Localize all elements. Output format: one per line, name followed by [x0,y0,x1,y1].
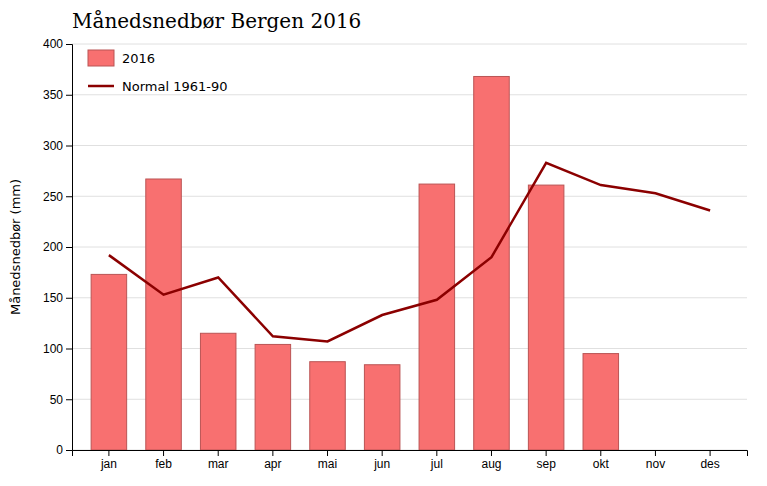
x-axis: jan feb mar apr mai jun jul aug sep okt nov des [73,450,748,471]
x-tick-mark [327,450,328,456]
x-tick-mark [218,450,219,456]
plot: 050100150200250300350400janfebmaraprmaij… [43,37,748,470]
legend-label: 2016 [122,51,155,66]
grid-line [72,44,747,45]
x-tick-label: jan [100,457,117,471]
legend-item: Normal 1961-90 [88,79,228,94]
x-tick-label: jul [430,457,443,471]
x-tick: jun [373,450,390,471]
title: Månedsnedbør Bergen 2016 [72,9,361,33]
grid-line [72,145,747,146]
x-tick: mai [318,450,337,471]
grid-line [72,94,747,95]
x-tick: sep [536,450,556,471]
y-tick: 250 [43,190,72,204]
y-tick-label: 250 [43,190,63,204]
bar [255,344,291,450]
bar [638,450,674,451]
bar [528,185,564,450]
bar [200,333,236,450]
y-tick: 50 [50,393,72,407]
x-tick-mark [436,450,437,456]
y-tick-label: 200 [43,240,63,254]
x-tick: nov [646,450,665,471]
bar [310,362,346,450]
bar [474,76,510,450]
x-tick-mark [600,450,601,456]
x-tick-mark [108,450,109,456]
y-tick-label: 150 [43,291,63,305]
x-tick-label: feb [155,457,172,471]
y-tick: 300 [43,139,72,153]
chart: 050100150200250300350400janfebmaraprmaij… [0,0,767,486]
y-tick-mark [66,298,72,299]
x-tick-label: mai [318,457,337,471]
x-tick-label: des [700,457,719,471]
y-tick-label: 400 [43,37,63,51]
x-tick-label: jun [373,457,390,471]
y-tick: 350 [43,88,72,102]
line [109,163,710,342]
y-tick-label: 350 [43,88,63,102]
y-tick-mark [66,196,72,197]
legend-swatch [88,50,114,66]
x-tick-label: apr [264,457,281,471]
x-tick: des [700,450,719,471]
y-tick-mark [66,146,72,147]
y-tick: 100 [43,342,72,356]
x-tick: apr [264,450,281,471]
x-tick: okt [593,450,610,471]
x-tick-mark [710,450,711,456]
legend: 2016 Normal 1961-90 [88,50,228,94]
x-tick-mark [491,450,492,456]
bar [91,274,127,450]
x-tick-label: nov [646,457,665,471]
x-tick-mark [382,450,383,456]
legend-item: 2016 [88,50,155,66]
y-tick: 200 [43,240,72,254]
y-tick-mark [66,349,72,350]
x-tick-label: sep [536,457,556,471]
bar [692,450,728,451]
bar [364,365,400,450]
legend-label: Normal 1961-90 [122,79,228,94]
x-tick-label: mar [208,457,229,471]
x-tick: feb [155,450,172,471]
x-tick-mark [163,450,164,456]
x-tick-mark [272,450,273,456]
y-tick: 0 [56,443,72,457]
bar-series [91,76,618,450]
y-tick-mark [66,95,72,96]
x-tick-label: aug [481,457,501,471]
x-tick: mar [208,450,229,471]
y-tick-mark [66,44,72,45]
x-tick: aug [481,450,501,471]
y-tick-label: 100 [43,342,63,356]
y-axis-line [66,45,73,451]
y-tick-mark [66,450,72,451]
y-tick: 400 [43,37,72,51]
bar [419,184,455,450]
x-tick-mark [546,450,547,456]
x-tick-label: okt [593,457,610,471]
x-tick: jan [100,450,117,471]
x-tick: jul [430,450,443,471]
y-axis: 0 50 100 150 200 250 300 350 400 [43,37,73,457]
bar [583,354,619,450]
y-tick: 150 [43,291,72,305]
marks [91,76,710,450]
x-tick-mark [655,450,656,456]
y-tick-mark [66,247,72,248]
y-tick-label: 50 [50,393,64,407]
y-axis-title: Månedsnedbør (mm) [8,179,23,315]
legend-swatch [88,85,114,88]
y-tick-label: 300 [43,139,63,153]
y-tick-label: 0 [56,443,63,457]
bar [146,179,182,450]
grid [72,44,747,450]
y-tick-mark [66,399,72,400]
x-axis-line [73,451,748,457]
